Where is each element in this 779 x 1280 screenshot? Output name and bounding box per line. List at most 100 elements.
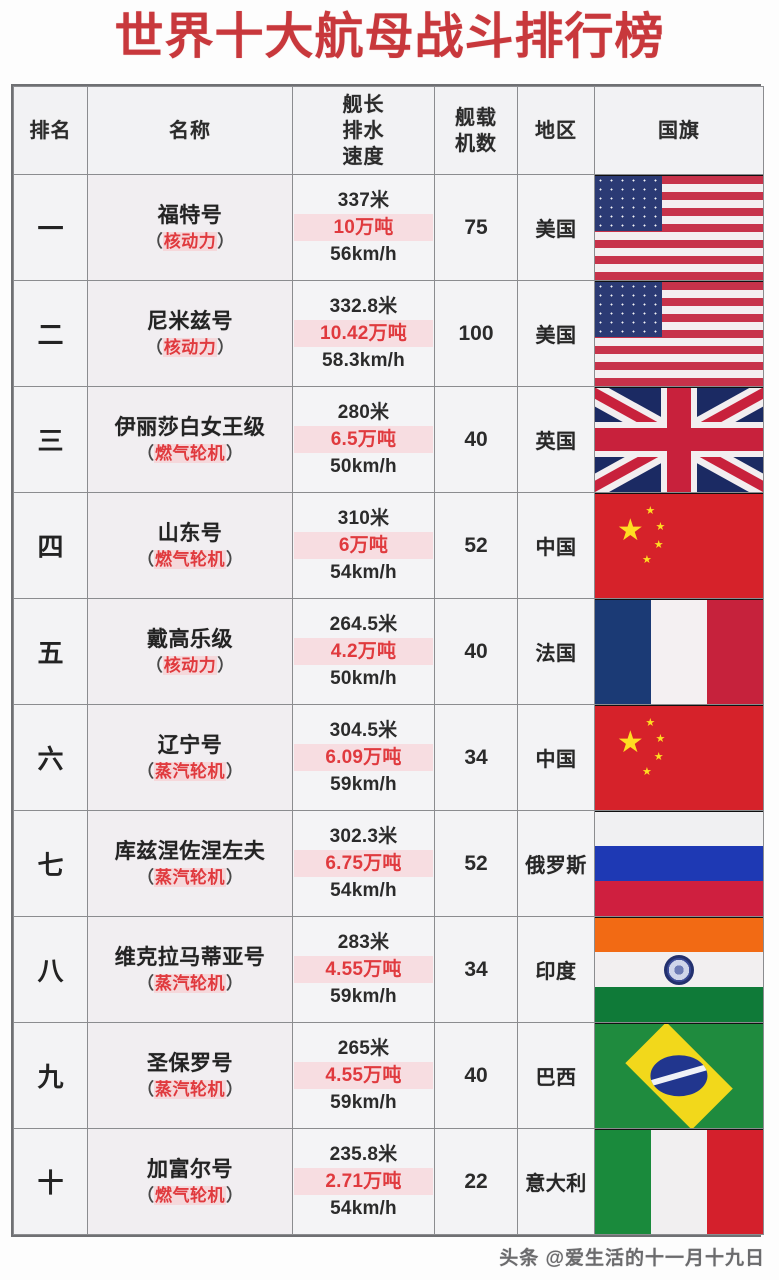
spec-length: 310米: [337, 508, 390, 529]
cell-aircraft-count: 52: [434, 810, 518, 917]
spec-speed: 54km/h: [330, 880, 397, 901]
cell-rank: 五: [13, 598, 88, 705]
cell-name: 库兹涅佐涅左夫 （蒸汽轮机）: [87, 810, 293, 917]
spec-displacement: 6.75万吨: [294, 850, 433, 877]
table-row: 六 辽宁号 （蒸汽轮机） 304.5米 6.09万吨 59km/h 34 中国 ★ ★ ★ ★ ★: [13, 704, 764, 811]
cell-name: 加富尔号 （燃气轮机）: [87, 1128, 293, 1235]
column-header-flag: 国旗: [594, 86, 764, 175]
propulsion-label: （蒸汽轮机）: [137, 867, 243, 887]
cell-rank: 四: [13, 492, 88, 599]
flag-italy-icon: [595, 1129, 763, 1234]
cell-spec: 280米 6.5万吨 50km/h: [292, 386, 435, 493]
table-row: 五 戴高乐级 （核动力） 264.5米 4.2万吨 50km/h 40 法国: [13, 598, 764, 705]
column-header-spec-speed: 速度: [342, 145, 385, 168]
cell-aircraft-count: 34: [434, 704, 518, 811]
spec-speed: 50km/h: [330, 456, 397, 477]
spec-length: 235.8米: [329, 1144, 398, 1165]
cell-aircraft-count: 75: [434, 174, 518, 281]
column-header-spec-length: 舰长: [342, 93, 385, 116]
propulsion-value: 燃气轮机: [154, 443, 226, 463]
propulsion-label: （蒸汽轮机）: [137, 973, 243, 993]
spec-length: 265米: [337, 1038, 390, 1059]
cell-area: 巴西: [517, 1022, 595, 1129]
ship-name: 山东号: [157, 521, 223, 545]
spec-speed: 58.3km/h: [322, 350, 405, 371]
column-header-rank: 排名: [13, 86, 88, 175]
flag-france-icon: [595, 599, 763, 704]
cell-aircraft-count: 40: [434, 1022, 518, 1129]
cell-name: 伊丽莎白女王级 （燃气轮机）: [87, 386, 293, 493]
cell-area: 印度: [517, 916, 595, 1023]
cell-flag: [594, 386, 764, 493]
spec-speed: 59km/h: [330, 986, 397, 1007]
cell-flag: ★ ★ ★ ★ ★: [594, 492, 764, 599]
flag-russia-icon: [595, 811, 763, 916]
cell-spec: 283米 4.55万吨 59km/h: [292, 916, 435, 1023]
cell-flag: [594, 1128, 764, 1235]
propulsion-value: 蒸汽轮机: [154, 761, 226, 781]
propulsion-label: （蒸汽轮机）: [137, 1079, 243, 1099]
cell-rank: 七: [13, 810, 88, 917]
table-row: 三 伊丽莎白女王级 （燃气轮机） 280米 6.5万吨 50km/h 40 英国: [13, 386, 764, 493]
table-row: 七 库兹涅佐涅左夫 （蒸汽轮机） 302.3米 6.75万吨 54km/h 52 俄罗斯: [13, 810, 764, 917]
propulsion-value: 蒸汽轮机: [154, 867, 226, 887]
cell-rank: 三: [13, 386, 88, 493]
column-header-area: 地区: [517, 86, 595, 175]
spec-speed: 59km/h: [330, 1092, 397, 1113]
cell-area: 意大利: [517, 1128, 595, 1235]
ship-name: 戴高乐级: [147, 627, 233, 651]
spec-speed: 54km/h: [330, 562, 397, 583]
cell-name: 圣保罗号 （蒸汽轮机）: [87, 1022, 293, 1129]
cell-name: 尼米兹号 （核动力）: [87, 280, 293, 387]
spec-length: 283米: [337, 932, 390, 953]
propulsion-label: （燃气轮机）: [137, 443, 243, 463]
table-row: 一 福特号 （核动力） 337米 10万吨 56km/h 75 美国: [13, 174, 764, 281]
cell-spec: 310米 6万吨 54km/h: [292, 492, 435, 599]
spec-displacement: 4.55万吨: [294, 956, 433, 983]
column-header-aircraft-line2: 机数: [455, 132, 497, 155]
spec-displacement: 10万吨: [294, 214, 433, 241]
cell-area: 中国: [517, 704, 595, 811]
propulsion-value: 核动力: [162, 655, 218, 675]
ship-name: 福特号: [157, 203, 223, 227]
cell-flag: [594, 810, 764, 917]
flag-china-icon: ★ ★ ★ ★ ★: [595, 705, 763, 810]
spec-speed: 59km/h: [330, 774, 397, 795]
spec-displacement: 6.09万吨: [294, 744, 433, 771]
cell-name: 戴高乐级 （核动力）: [87, 598, 293, 705]
spec-displacement: 4.2万吨: [294, 638, 433, 665]
flag-india-icon: [595, 917, 763, 1022]
cell-area: 俄罗斯: [517, 810, 595, 917]
ship-name: 尼米兹号: [147, 309, 233, 333]
ship-name: 圣保罗号: [147, 1051, 233, 1075]
cell-flag: [594, 174, 764, 281]
flag-uk-icon: [595, 387, 763, 492]
cell-flag: [594, 916, 764, 1023]
spec-length: 304.5米: [329, 720, 398, 741]
cell-area: 法国: [517, 598, 595, 705]
propulsion-label: （核动力）: [145, 337, 235, 357]
cell-spec: 337米 10万吨 56km/h: [292, 174, 435, 281]
ship-name: 加富尔号: [147, 1157, 233, 1181]
cell-spec: 304.5米 6.09万吨 59km/h: [292, 704, 435, 811]
table-row: 十 加富尔号 （燃气轮机） 235.8米 2.71万吨 54km/h 22 意大利: [13, 1128, 764, 1235]
propulsion-label: （燃气轮机）: [137, 1185, 243, 1205]
ship-name: 库兹涅佐涅左夫: [114, 839, 266, 863]
spec-displacement: 6.5万吨: [294, 426, 433, 453]
cell-aircraft-count: 40: [434, 598, 518, 705]
cell-name: 辽宁号 （蒸汽轮机）: [87, 704, 293, 811]
cell-aircraft-count: 34: [434, 916, 518, 1023]
spec-speed: 50km/h: [330, 668, 397, 689]
cell-name: 福特号 （核动力）: [87, 174, 293, 281]
ship-name: 辽宁号: [157, 733, 223, 757]
cell-rank: 八: [13, 916, 88, 1023]
propulsion-label: （蒸汽轮机）: [137, 761, 243, 781]
ranking-table-container: 排名 名称 舰长 排水 速度 舰载 机数 地区 国旗 一 福特号 （核动力） 337米…: [11, 84, 764, 1237]
cell-rank: 九: [13, 1022, 88, 1129]
cell-rank: 二: [13, 280, 88, 387]
table-row: 二 尼米兹号 （核动力） 332.8米 10.42万吨 58.3km/h 100 美国: [13, 280, 764, 387]
propulsion-value: 核动力: [162, 231, 218, 251]
spec-length: 264.5米: [329, 614, 398, 635]
column-header-aircraft-line1: 舰载: [455, 106, 497, 129]
ranking-table: 排名 名称 舰长 排水 速度 舰载 机数 地区 国旗 一 福特号 （核动力） 337米…: [13, 86, 764, 1235]
